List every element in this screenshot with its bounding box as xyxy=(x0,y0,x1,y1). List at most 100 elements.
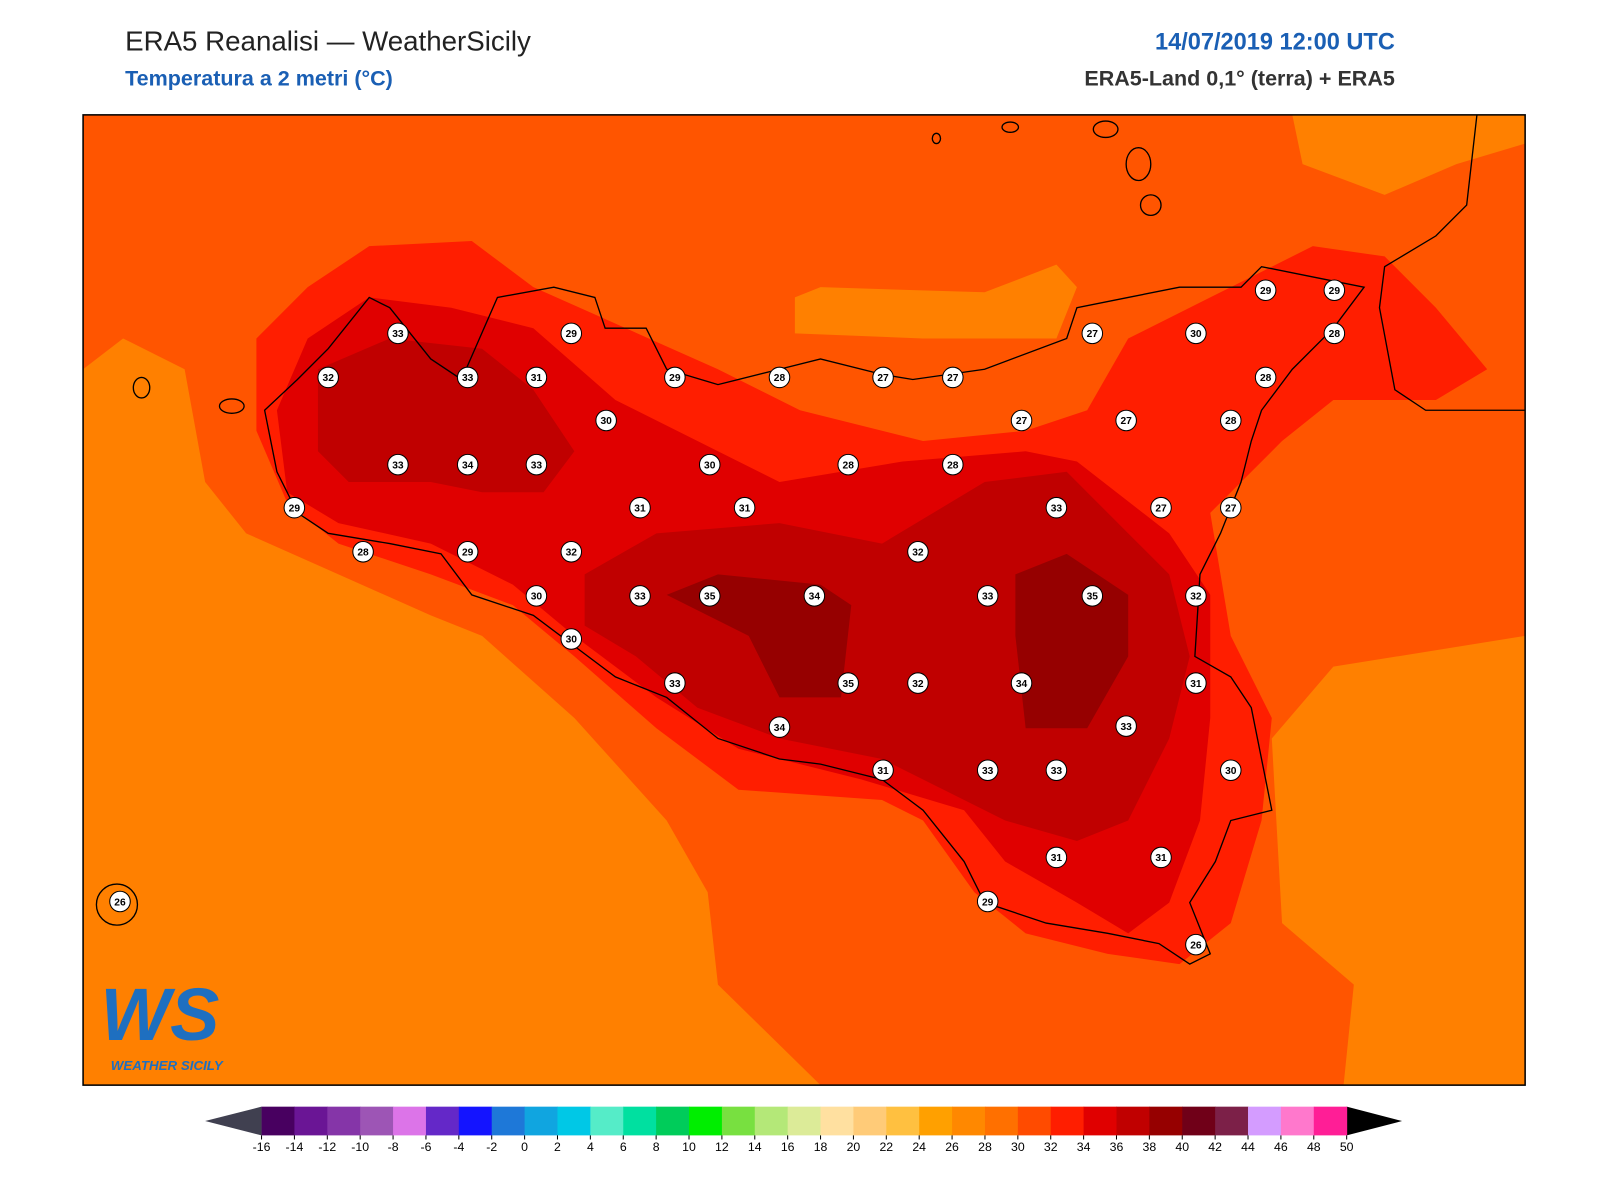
colorbar-bin xyxy=(853,1106,887,1136)
station-value: 31 xyxy=(1155,853,1167,864)
colorbar-bin xyxy=(294,1106,328,1136)
colorbar-bin xyxy=(1280,1106,1315,1136)
colorbar-bin xyxy=(754,1106,789,1136)
colorbar-bin xyxy=(557,1106,591,1136)
colorbar-tick-label: 50 xyxy=(1340,1140,1354,1154)
station: 33 xyxy=(1045,759,1068,782)
station: 26 xyxy=(109,890,131,913)
station: 31 xyxy=(1045,846,1068,869)
island xyxy=(95,883,139,926)
colorbar-bin xyxy=(1017,1106,1052,1136)
colorbar-bin xyxy=(1149,1106,1183,1136)
colorbar-tick-label: 44 xyxy=(1241,1140,1255,1154)
station-value: 31 xyxy=(1051,853,1063,864)
station-marker xyxy=(1045,759,1068,782)
colorbar-tick-label: 16 xyxy=(781,1140,795,1154)
station-marker xyxy=(1220,496,1242,519)
station-marker xyxy=(698,585,721,607)
station-marker xyxy=(872,366,894,389)
station: 27 xyxy=(1220,496,1242,519)
station: 35 xyxy=(837,672,859,694)
station-value: 30 xyxy=(704,460,716,471)
station-value: 31 xyxy=(1190,679,1202,690)
station-marker xyxy=(1045,846,1068,869)
station-value: 33 xyxy=(1051,766,1063,777)
station-value: 35 xyxy=(704,592,716,603)
station-marker xyxy=(664,672,686,694)
colorbar-tick-label: 38 xyxy=(1143,1140,1157,1154)
station-value: 27 xyxy=(1225,503,1237,514)
station: 33 xyxy=(664,672,686,694)
station-value: 28 xyxy=(1329,329,1341,340)
subtitle: Temperatura a 2 metri (°C) xyxy=(125,67,393,91)
colorbar-bin xyxy=(721,1106,756,1136)
station-value: 33 xyxy=(669,679,681,690)
colorbar-tick-label: 10 xyxy=(682,1140,696,1154)
station: 30 xyxy=(698,453,721,476)
station: 35 xyxy=(698,585,721,607)
station-marker xyxy=(1185,672,1207,694)
colorbar-bin xyxy=(327,1106,361,1136)
station-marker xyxy=(1115,715,1137,737)
station-marker xyxy=(872,759,894,782)
station: 32 xyxy=(560,541,583,563)
station-value: 28 xyxy=(1260,373,1272,384)
colorbar-tick-label: 26 xyxy=(945,1140,959,1154)
colorbar-bin xyxy=(689,1106,723,1136)
colorbar-tick-label: 36 xyxy=(1110,1140,1124,1154)
station: 32 xyxy=(317,366,339,389)
colorbar-bin xyxy=(1182,1106,1216,1136)
station-value: 27 xyxy=(1087,329,1099,340)
station-value: 33 xyxy=(462,373,474,384)
island xyxy=(1139,194,1162,217)
colorbar-tick-label: 8 xyxy=(653,1140,660,1154)
station-marker xyxy=(1185,322,1207,345)
station-value: 32 xyxy=(323,373,335,384)
station: 30 xyxy=(1185,322,1207,345)
station-marker xyxy=(1254,366,1277,389)
station-marker xyxy=(1045,496,1068,519)
station-value: 26 xyxy=(114,897,126,908)
station-marker xyxy=(837,453,859,476)
station-value: 31 xyxy=(739,503,751,514)
station-value: 29 xyxy=(1260,286,1272,297)
station-marker xyxy=(387,322,409,345)
colorbar-over xyxy=(1346,1106,1403,1136)
colorbar-bin xyxy=(787,1106,822,1136)
coastline xyxy=(263,265,1366,965)
station-value: 29 xyxy=(1329,286,1341,297)
island xyxy=(132,376,151,399)
station: 32 xyxy=(907,541,929,563)
colorbar-tick-label: -10 xyxy=(351,1140,369,1154)
station: 29 xyxy=(283,496,306,519)
station-value: 29 xyxy=(566,329,578,340)
station-value: 32 xyxy=(912,548,924,559)
station-marker xyxy=(560,541,583,563)
station-marker xyxy=(942,453,964,476)
station-marker xyxy=(387,453,409,476)
station-marker xyxy=(1185,933,1207,956)
colorbar-tick-label: -2 xyxy=(486,1140,497,1154)
colorbar-tick-label: 46 xyxy=(1274,1140,1288,1154)
station-value: 30 xyxy=(1225,766,1237,777)
station-value: 28 xyxy=(947,460,959,471)
colorbar-bin xyxy=(820,1106,854,1136)
colorbar-bin xyxy=(1313,1106,1348,1136)
station: 34 xyxy=(768,716,791,738)
station: 30 xyxy=(560,628,583,650)
colorbar-tick-label: 40 xyxy=(1175,1140,1189,1154)
station-value: 34 xyxy=(774,723,786,734)
colorbar-bin xyxy=(590,1106,624,1136)
station-value: 29 xyxy=(982,897,994,908)
colorbar-bin xyxy=(1083,1106,1118,1136)
station: 27 xyxy=(1081,322,1104,345)
station-value: 28 xyxy=(774,373,786,384)
station: 33 xyxy=(1115,715,1137,737)
station-marker xyxy=(1010,672,1033,694)
station: 33 xyxy=(1045,496,1068,519)
colorbar-bin xyxy=(886,1106,920,1136)
station-value: 32 xyxy=(566,548,578,559)
frame xyxy=(82,114,1526,1086)
colorbar-bin xyxy=(952,1106,986,1136)
station: 28 xyxy=(1254,366,1277,389)
